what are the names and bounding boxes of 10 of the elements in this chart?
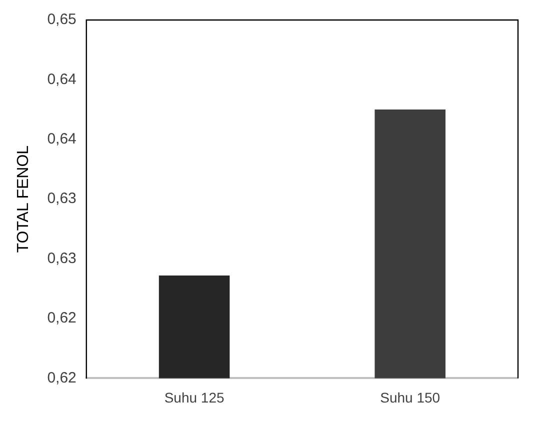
x-tick-label: Suhu 125 xyxy=(164,389,224,406)
y-tick-label: 0,65 xyxy=(47,11,76,28)
y-tick-label: 0,62 xyxy=(47,310,76,327)
y-tick-label: 0,63 xyxy=(47,190,76,208)
y-tick-label: 0,62 xyxy=(47,369,76,386)
y-tick-label: 0,64 xyxy=(47,130,76,148)
y-tick-label: 0,64 xyxy=(47,70,76,88)
y-axis-title: TOTAL FENOL xyxy=(15,145,32,253)
y-tick-label: 0,63 xyxy=(47,250,76,267)
x-tick-label: Suhu 150 xyxy=(380,389,440,406)
